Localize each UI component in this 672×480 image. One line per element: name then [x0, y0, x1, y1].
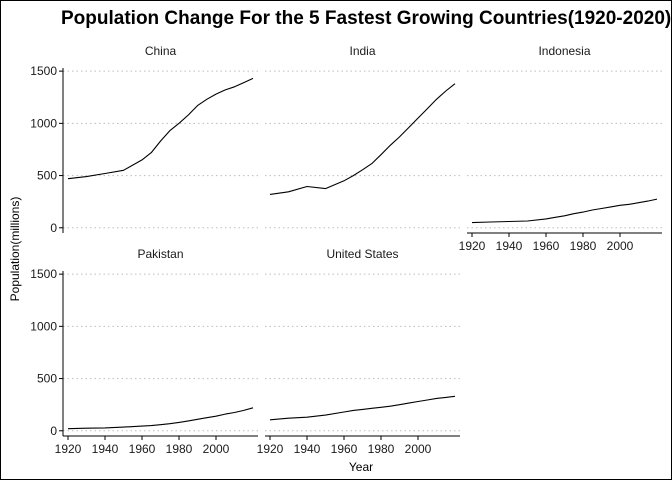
- y-tick-label: 500: [37, 169, 57, 183]
- x-tick-label: 1940: [294, 442, 321, 456]
- strip-label-united-states: United States: [326, 247, 398, 261]
- x-tick-label: 1960: [533, 239, 560, 253]
- x-tick-label: 1920: [257, 442, 284, 456]
- y-tick-label: 1000: [30, 319, 57, 333]
- series-line-indonesia: [471, 198, 658, 224]
- y-axis-label: Population(millions): [8, 197, 22, 302]
- strip-label-indonesia: Indonesia: [538, 44, 590, 58]
- y-tick-label: 1000: [30, 116, 57, 130]
- y-tick-label: 1500: [30, 64, 57, 78]
- series-line-china: [67, 77, 254, 180]
- panel-indonesia: Indonesia 1920 1940 1960 1980 2000: [459, 44, 662, 253]
- x-tick-label: 2000: [203, 442, 230, 456]
- x-axis-label: Year: [349, 460, 373, 474]
- series-line-india: [269, 83, 456, 195]
- x-tick-label: 1980: [368, 442, 395, 456]
- y-tick-label: 0: [50, 221, 57, 235]
- strip-label-pakistan: Pakistan: [137, 247, 183, 261]
- x-tick-label: 2000: [607, 239, 634, 253]
- x-tick-label: 1960: [331, 442, 358, 456]
- series-line-pakistan: [67, 407, 254, 430]
- y-tick-label: 0: [50, 424, 57, 438]
- x-tick-label: 1940: [92, 442, 119, 456]
- series-line-united-states: [269, 395, 456, 421]
- x-tick-label: 1920: [459, 239, 486, 253]
- facet-panels: China 0 500 1000 1500 India Indonesia 1920 1940 1…: [30, 44, 662, 456]
- x-tick-label: 1980: [570, 239, 597, 253]
- x-tick-label: 1960: [129, 442, 156, 456]
- x-tick-label: 2000: [405, 442, 432, 456]
- panel-pakistan: Pakistan 0 500 1000 1500 1920 1940 1960 1980 2000: [30, 247, 258, 456]
- y-tick-label: 1500: [30, 267, 57, 281]
- panel-china: China 0 500 1000 1500: [30, 44, 258, 235]
- strip-label-india: India: [349, 44, 375, 58]
- x-tick-label: 1940: [496, 239, 523, 253]
- x-tick-label: 1920: [55, 442, 82, 456]
- x-tick-label: 1980: [166, 442, 193, 456]
- chart-title: Population Change For the 5 Fastest Grow…: [61, 8, 671, 29]
- panel-india: India: [265, 44, 460, 229]
- panel-united-states: United States 1920 1940 1960 1980 2000: [257, 247, 460, 456]
- y-tick-label: 500: [37, 372, 57, 386]
- strip-label-china: China: [145, 44, 177, 58]
